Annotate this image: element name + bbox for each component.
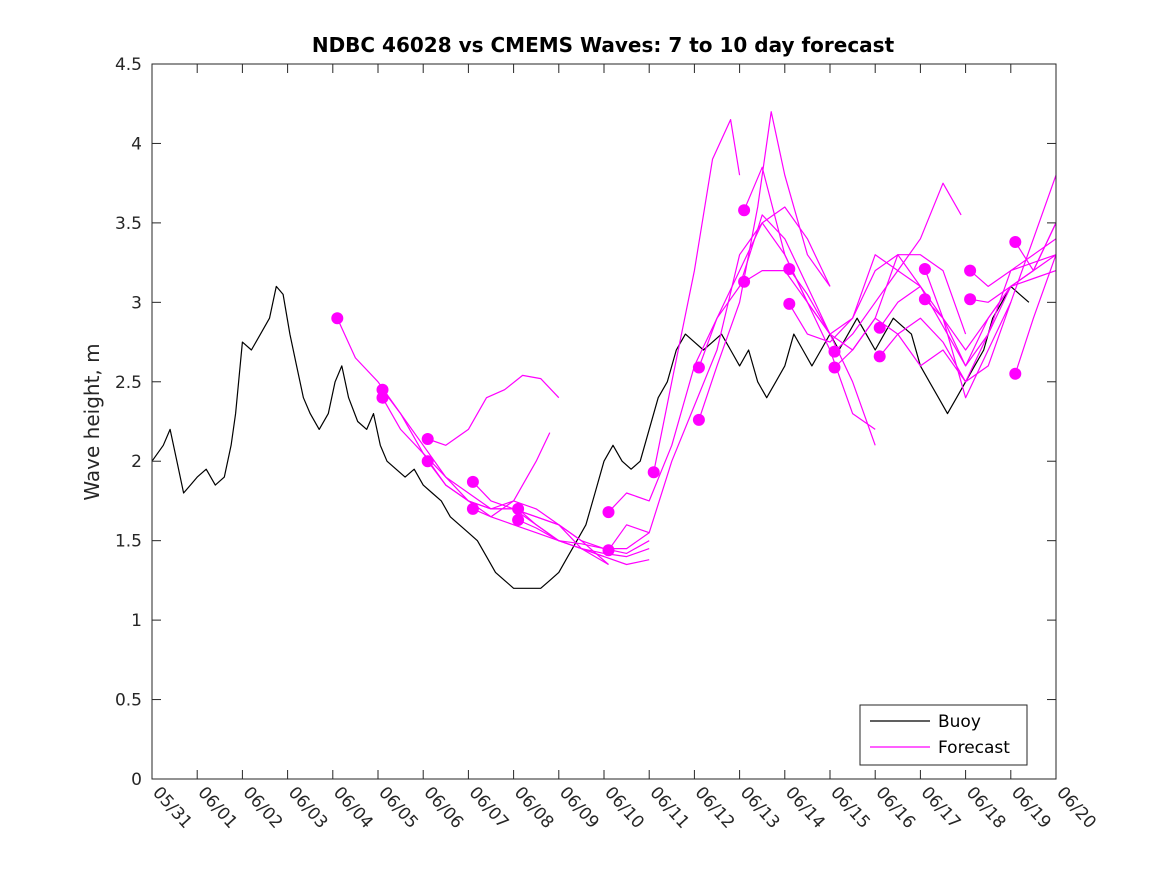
forecast-start-marker-12 [692, 361, 705, 374]
y-tick-label: 4.5 [115, 55, 142, 75]
forecast-start-marker-3 [421, 433, 434, 445]
forecast-start-marker-0 [331, 312, 344, 325]
forecast-start-marker-7 [512, 502, 525, 515]
forecast-start-marker-24 [964, 264, 977, 277]
forecast-line-7 [517, 508, 650, 558]
forecast-line-17 [788, 254, 967, 343]
forecast-start-marker-4 [421, 455, 434, 468]
forecast-start-marker-8 [512, 514, 525, 526]
forecast-start-marker-27 [1009, 367, 1022, 380]
legend-buoy-label: Buoy [938, 712, 981, 732]
forecast-line-25 [969, 270, 1057, 303]
legend-box [859, 704, 1028, 766]
y-tick-label: 3.5 [115, 214, 142, 234]
y-tick-label: 3 [131, 293, 142, 313]
forecast-start-marker-23 [918, 293, 931, 306]
forecast-start-marker-6 [466, 502, 479, 515]
y-axis-label: Wave height, m [80, 343, 104, 500]
forecast-start-marker-14 [738, 204, 751, 217]
forecast-start-marker-18 [828, 345, 841, 358]
forecast-start-marker-20 [873, 321, 886, 334]
forecast-line-6 [472, 432, 551, 518]
forecast-line-11 [653, 118, 741, 473]
forecast-start-marker-26 [1009, 236, 1022, 248]
forecast-start-marker-15 [738, 275, 751, 288]
forecast-start-marker-19 [828, 361, 841, 374]
forecast-line-5 [472, 481, 650, 550]
legend: Buoy Forecast [859, 704, 1028, 766]
y-tick-label: 1.5 [115, 532, 142, 552]
forecast-start-marker-10 [602, 544, 615, 557]
y-tick-label: 1 [131, 611, 142, 631]
legend-forecast-label: Forecast [938, 738, 1010, 758]
plot-area [151, 111, 1057, 589]
forecast-start-marker-13 [692, 413, 705, 426]
forecast-start-marker-16 [783, 263, 796, 275]
buoy-line [151, 285, 1030, 589]
y-tick-label: 2.5 [115, 373, 142, 393]
forecast-start-marker-25 [964, 293, 977, 306]
forecast-line-16 [788, 182, 962, 335]
forecast-line-26 [1014, 222, 1057, 272]
forecast-line-19 [834, 302, 1012, 383]
forecast-start-marker-9 [602, 506, 615, 519]
forecast-line-8 [517, 519, 650, 555]
forecast-start-marker-17 [783, 297, 796, 310]
y-tick-label: 4 [131, 134, 142, 154]
forecast-start-marker-21 [873, 350, 886, 363]
forecast-line-13 [698, 111, 831, 421]
forecast-line-24 [969, 254, 1057, 287]
forecast-line-27 [1014, 254, 1057, 374]
forecast-start-marker-11 [647, 466, 660, 479]
y-tick-label: 2 [131, 452, 142, 472]
forecast-line-3 [427, 374, 560, 446]
y-tick-label: 0.5 [115, 691, 142, 711]
forecast-start-marker-22 [918, 263, 931, 275]
forecast-line-12 [698, 214, 876, 446]
forecast-start-marker-5 [466, 475, 479, 488]
forecast-start-marker-2 [376, 391, 389, 404]
chart-title: NDBC 46028 vs CMEMS Waves: 7 to 10 day f… [312, 33, 895, 57]
y-tick-label: 0 [131, 770, 142, 790]
